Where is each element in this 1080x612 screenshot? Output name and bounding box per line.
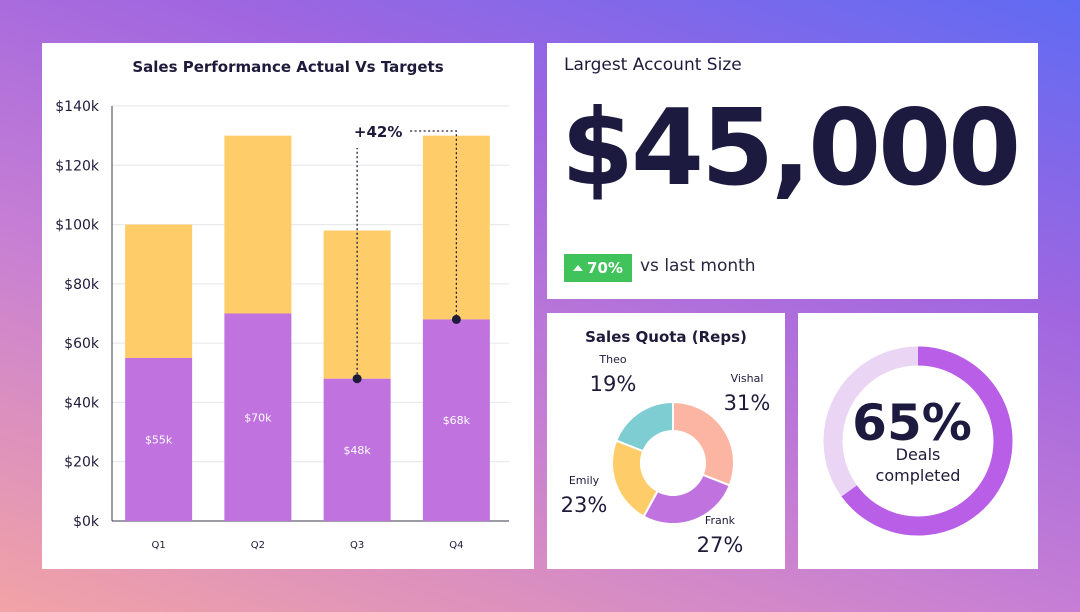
- annotation-dot: [451, 314, 461, 324]
- sales-performance-card: Sales Performance Actual Vs Targets $0k $…: [42, 43, 534, 569]
- y-tick-label: $140k: [55, 99, 100, 115]
- donut-slice: [611, 439, 659, 518]
- deals-completed-card: 65% Deals completed: [798, 313, 1038, 569]
- y-tick-label: $100k: [55, 218, 100, 234]
- y-tick-label: $80k: [64, 277, 100, 293]
- y-tick-label: $40k: [64, 395, 100, 411]
- y-tick-label: $20k: [64, 455, 100, 471]
- up-arrow-icon: [573, 265, 584, 271]
- donut-slice-value: 27%: [697, 533, 744, 557]
- bar-value-label: $68k: [443, 414, 471, 427]
- deals-gauge: 65% Deals completed: [823, 346, 1013, 536]
- sales-quota-chart: Sales Quota (Reps) Vishal 31% Frank 27% Emil…: [561, 328, 771, 557]
- deals-label-line2: completed: [876, 466, 961, 485]
- deals-percent: 65%: [852, 394, 972, 452]
- target-bar: [125, 224, 193, 358]
- actual-bar: [125, 357, 193, 521]
- annotation-dot: [352, 374, 362, 384]
- donut-slice: [672, 400, 735, 487]
- annotation-line: [410, 130, 458, 320]
- largest-account-value: $45,000: [561, 87, 1021, 209]
- donut-slice-name: Vishal: [731, 372, 764, 385]
- y-tick-label: $120k: [55, 158, 100, 174]
- quota-title: Sales Quota (Reps): [585, 328, 747, 346]
- bar-value-label: $55k: [145, 433, 173, 446]
- sales-quota-card: Sales Quota (Reps) Vishal 31% Frank 27% Emil…: [547, 313, 785, 569]
- donut-slice-name: Emily: [569, 474, 600, 487]
- largest-account-title: Largest Account Size: [564, 55, 742, 75]
- bar-value-label: $48k: [343, 444, 371, 457]
- x-tick-label: Q4: [449, 540, 463, 551]
- x-tick-label: Q1: [152, 540, 166, 551]
- chart-title: Sales Performance Actual Vs Targets: [132, 58, 443, 76]
- donut-slice-name: Theo: [598, 353, 626, 366]
- donut-slice: [614, 400, 674, 453]
- x-tick-label: Q2: [251, 540, 265, 551]
- actual-bar: [422, 319, 490, 521]
- gauge-fill: [841, 346, 1013, 536]
- donut-slice-value: 19%: [590, 372, 637, 396]
- target-bar: [224, 135, 292, 314]
- annotation-label: +42%: [354, 123, 402, 141]
- y-tick-label: $60k: [64, 336, 100, 352]
- donut-slice-name: Frank: [705, 514, 736, 527]
- donut-slice-value: 31%: [724, 391, 771, 415]
- x-tick-label: Q3: [350, 540, 364, 551]
- deals-label-line1: Deals: [896, 445, 941, 464]
- change-percent: 70%: [587, 259, 623, 277]
- donut-slice-value: 23%: [561, 493, 608, 517]
- target-bar: [323, 230, 391, 379]
- actual-bar: [323, 378, 391, 521]
- bar-value-label: $70k: [244, 411, 272, 424]
- sales-performance-chart: Sales Performance Actual Vs Targets $0k $…: [55, 58, 509, 551]
- change-caption: vs last month: [640, 256, 756, 276]
- largest-account-card: Largest Account Size $45,000 70% vs last…: [547, 43, 1038, 299]
- actual-bar: [224, 313, 292, 521]
- change-badge: 70%: [564, 254, 632, 282]
- y-tick-label: $0k: [73, 514, 100, 530]
